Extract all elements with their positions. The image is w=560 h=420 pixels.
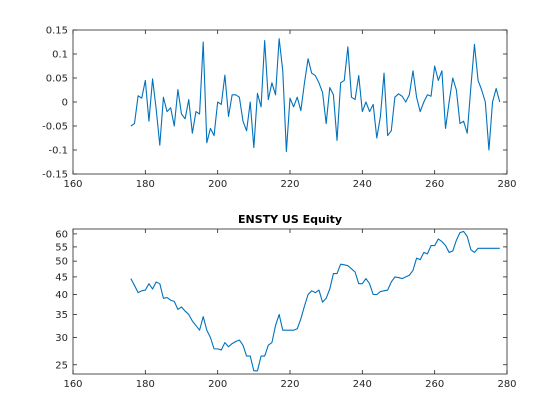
y-tick-label: 0 — [62, 98, 68, 109]
series-line — [130, 230, 500, 372]
y-tick-label: 30 — [55, 333, 68, 344]
y-tick-label: 0.15 — [46, 26, 68, 37]
x-tick-label: 180 — [136, 179, 155, 190]
x-tick-label: 160 — [63, 379, 82, 390]
y-tick-label: 25 — [55, 360, 68, 371]
x-tick-label: 240 — [353, 179, 372, 190]
y-tick-label: 35 — [55, 310, 68, 321]
x-tick-label: 280 — [497, 379, 516, 390]
x-tick-label: 200 — [208, 179, 227, 190]
y-tick-label: 40 — [55, 290, 68, 301]
y-tick-label: 45 — [55, 272, 68, 283]
y-tick-label: 0.05 — [46, 74, 68, 85]
bottom-line-chart: 160 180 200 220 240 260 280 25 30 35 40 45 50 55 60 ENS… — [55, 213, 516, 390]
y-tick-label: 55 — [55, 242, 68, 253]
chart-title: ENSTY US Equity — [238, 213, 342, 226]
y-tick-label: 60 — [55, 229, 68, 240]
x-tick-label: 180 — [136, 379, 155, 390]
series-line — [130, 38, 501, 152]
x-tick-label: 240 — [353, 379, 372, 390]
y-tick-label: 50 — [55, 257, 68, 268]
y-tick-label: 0.1 — [52, 50, 68, 61]
x-tick-label: 260 — [425, 379, 444, 390]
x-tick-label: 280 — [497, 179, 516, 190]
x-tick-label: 160 — [63, 179, 82, 190]
plot-area-frame — [72, 228, 508, 375]
x-tick-label: 220 — [280, 379, 299, 390]
y-tick-label: -0.15 — [42, 170, 68, 181]
x-tick-label: 200 — [208, 379, 227, 390]
x-tick-label: 260 — [425, 179, 444, 190]
y-tick-label: -0.1 — [48, 146, 68, 157]
top-line-chart: 160 180 200 220 240 260 280 -0.15 -0.1 -0.05 0 0.05… — [42, 26, 516, 191]
x-tick-label: 220 — [280, 179, 299, 190]
y-tick-label: -0.05 — [42, 122, 68, 133]
